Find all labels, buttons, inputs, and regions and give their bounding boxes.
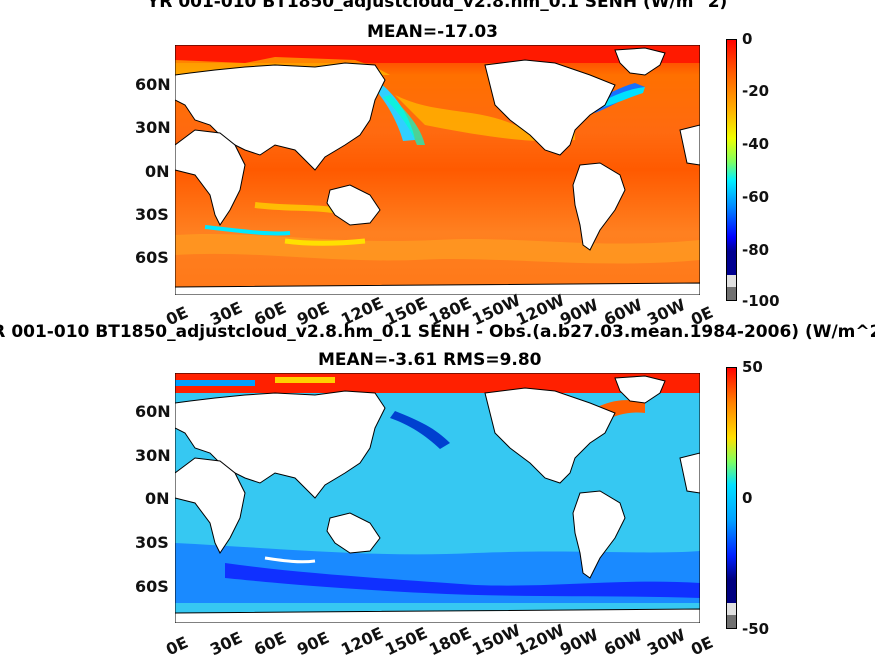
panel1-land-africa	[175, 129, 246, 226]
panel1-kuroshio-inner	[383, 95, 425, 145]
panel2-kuroshio	[390, 411, 450, 449]
panel2-land-africa	[175, 457, 246, 554]
panel1-land-namerica	[484, 59, 616, 156]
panel2-arctic-stripe-1	[175, 380, 255, 386]
panel1-map-svg	[175, 45, 700, 295]
panel2-lon-label: 120E	[338, 623, 387, 659]
panel1-colorbar-label: -60	[742, 188, 770, 206]
panel2-land-antarctica	[175, 608, 700, 623]
panel1-land-eurasia	[175, 62, 386, 171]
panel2-lat-label: 60N	[135, 402, 171, 421]
panel2-southern-deep	[225, 563, 700, 598]
panel2-colorbar-svg	[726, 367, 737, 629]
panel2-lon-label: 150E	[381, 623, 430, 659]
panel2-colorbar-label: -50	[742, 620, 770, 638]
panel1-colorbar-label: -80	[742, 241, 770, 259]
panel1-land-antarctica	[175, 282, 700, 295]
panel2-land-greenland	[614, 375, 666, 404]
panel2-title-line2: MEAN=-3.61 RMS=9.80	[318, 350, 542, 370]
panel1-lat-label: 30S	[135, 205, 169, 224]
panel1-land-africa-east-edge	[679, 124, 700, 166]
panel2-lat-label: 60S	[135, 577, 169, 596]
panel1-colorbar-label: -20	[742, 82, 770, 100]
panel2-arctic-stripe-2	[275, 377, 335, 383]
panel2-so-spot	[264, 556, 316, 564]
panel1-so-anomaly-1	[204, 225, 291, 236]
panel2-lat-label: 30N	[135, 446, 171, 465]
panel2-lon-label: 0E	[688, 632, 717, 659]
panel2-colorbar-label: 0	[742, 489, 753, 507]
panel1-land-greenland	[614, 47, 666, 76]
panel2-land-eurasia	[175, 390, 386, 499]
panel2-lat-label: 0N	[145, 489, 170, 508]
panel2-lon-label: 60W	[600, 625, 645, 659]
panel2-colorbar-label: 50	[742, 358, 763, 376]
panel1-colorbar-label: -40	[742, 135, 770, 153]
panel1-lat-label: 0N	[145, 162, 170, 181]
panel1-lat-label: 30N	[135, 118, 171, 137]
panel1-title-line2: MEAN=-17.03	[367, 22, 498, 42]
panel1-gulfstream-inner	[603, 87, 645, 107]
panel1-lat-label: 60S	[135, 248, 169, 267]
panel1-land-samerica	[572, 162, 626, 251]
panel2-lon-label: 90E	[294, 627, 333, 659]
panel2-lon-label: 0E	[163, 632, 192, 659]
panel1-title-line1: YR 001-010 BT1850_adjustcloud_v2.8.hm_0.…	[147, 0, 728, 12]
panel2-land-australia	[326, 512, 381, 554]
panel1-land-australia	[326, 184, 381, 226]
panel1-so-anomaly-2	[284, 238, 366, 246]
panel1-colorbar-label: 0	[742, 30, 753, 48]
panel2-land-samerica	[572, 490, 626, 579]
panel2-title-line1: YR 001-010 BT1850_adjustcloud_v2.8.hm_0.…	[0, 322, 875, 342]
panel1-map	[175, 45, 700, 295]
panel2-map	[175, 373, 700, 623]
panel2-lon-label: 30E	[206, 627, 245, 659]
panel1-kuroshio	[373, 83, 415, 141]
panel1-colorbar	[726, 39, 737, 301]
panel2-lon-label: 30W	[644, 625, 689, 659]
panel2-lon-label: 180E	[425, 623, 474, 659]
panel2-colorbar	[726, 367, 737, 629]
panel2-map-svg	[175, 373, 700, 623]
panel2-lat-label: 30S	[135, 533, 169, 552]
panel1-lat-label: 60N	[135, 75, 171, 94]
panel1-colorbar-label: -100	[742, 292, 780, 310]
panel1-colorbar-svg	[726, 39, 737, 301]
panel2-land-namerica	[484, 387, 616, 484]
panel2-lon-label: 60E	[250, 627, 289, 659]
panel2-land-africa-east-edge	[679, 452, 700, 494]
